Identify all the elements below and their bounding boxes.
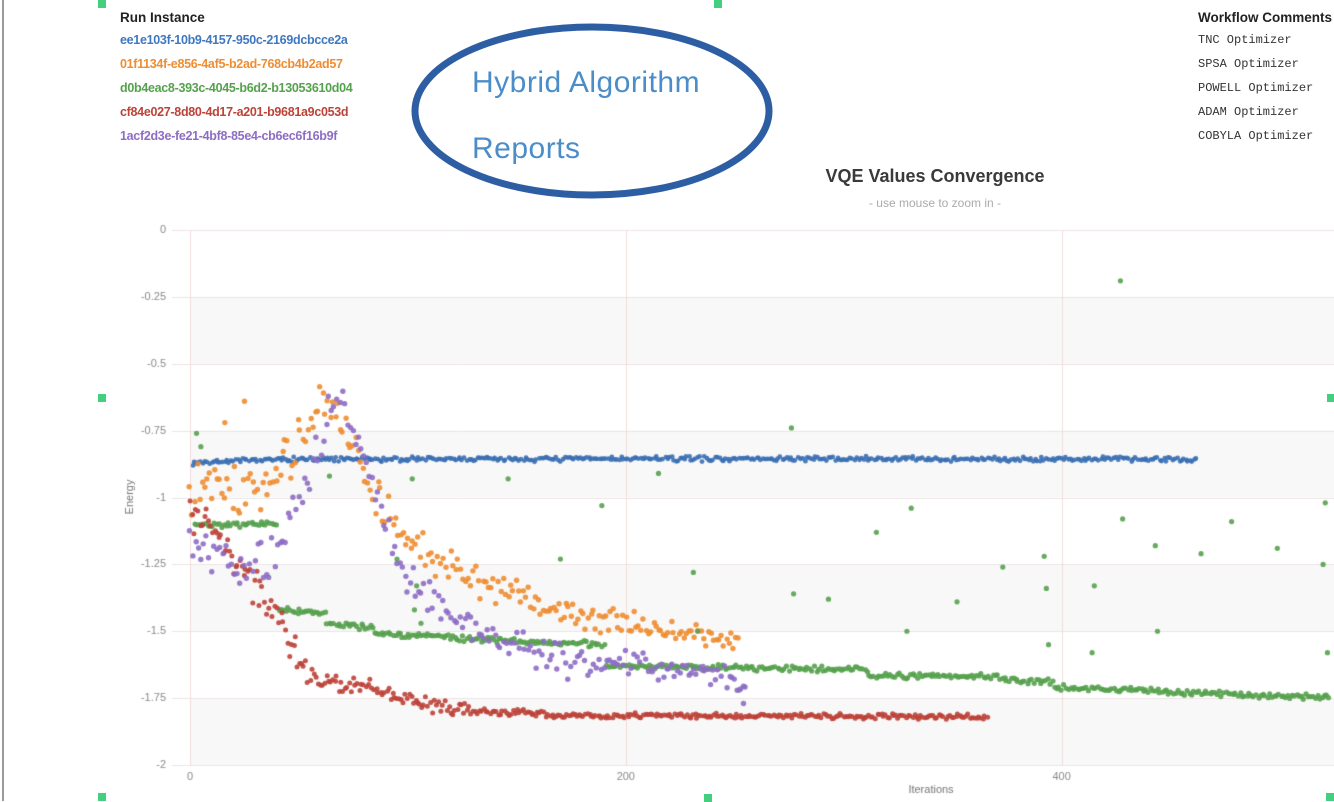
ellipse-annotation[interactable]: Hybrid Algorithm Reports <box>408 20 776 202</box>
selection-handle[interactable] <box>704 794 712 802</box>
selection-handle[interactable] <box>98 394 106 402</box>
annotation-text-line2: Reports <box>472 132 581 165</box>
annotation-text-line1: Hybrid Algorithm <box>472 66 701 99</box>
selection-handle[interactable] <box>1327 394 1334 402</box>
selection-handle[interactable] <box>98 793 106 801</box>
annotation-ellipse <box>411 23 773 199</box>
selection-handle[interactable] <box>98 0 106 8</box>
selection-handle[interactable] <box>1326 793 1334 801</box>
selection-handle[interactable] <box>714 0 722 8</box>
